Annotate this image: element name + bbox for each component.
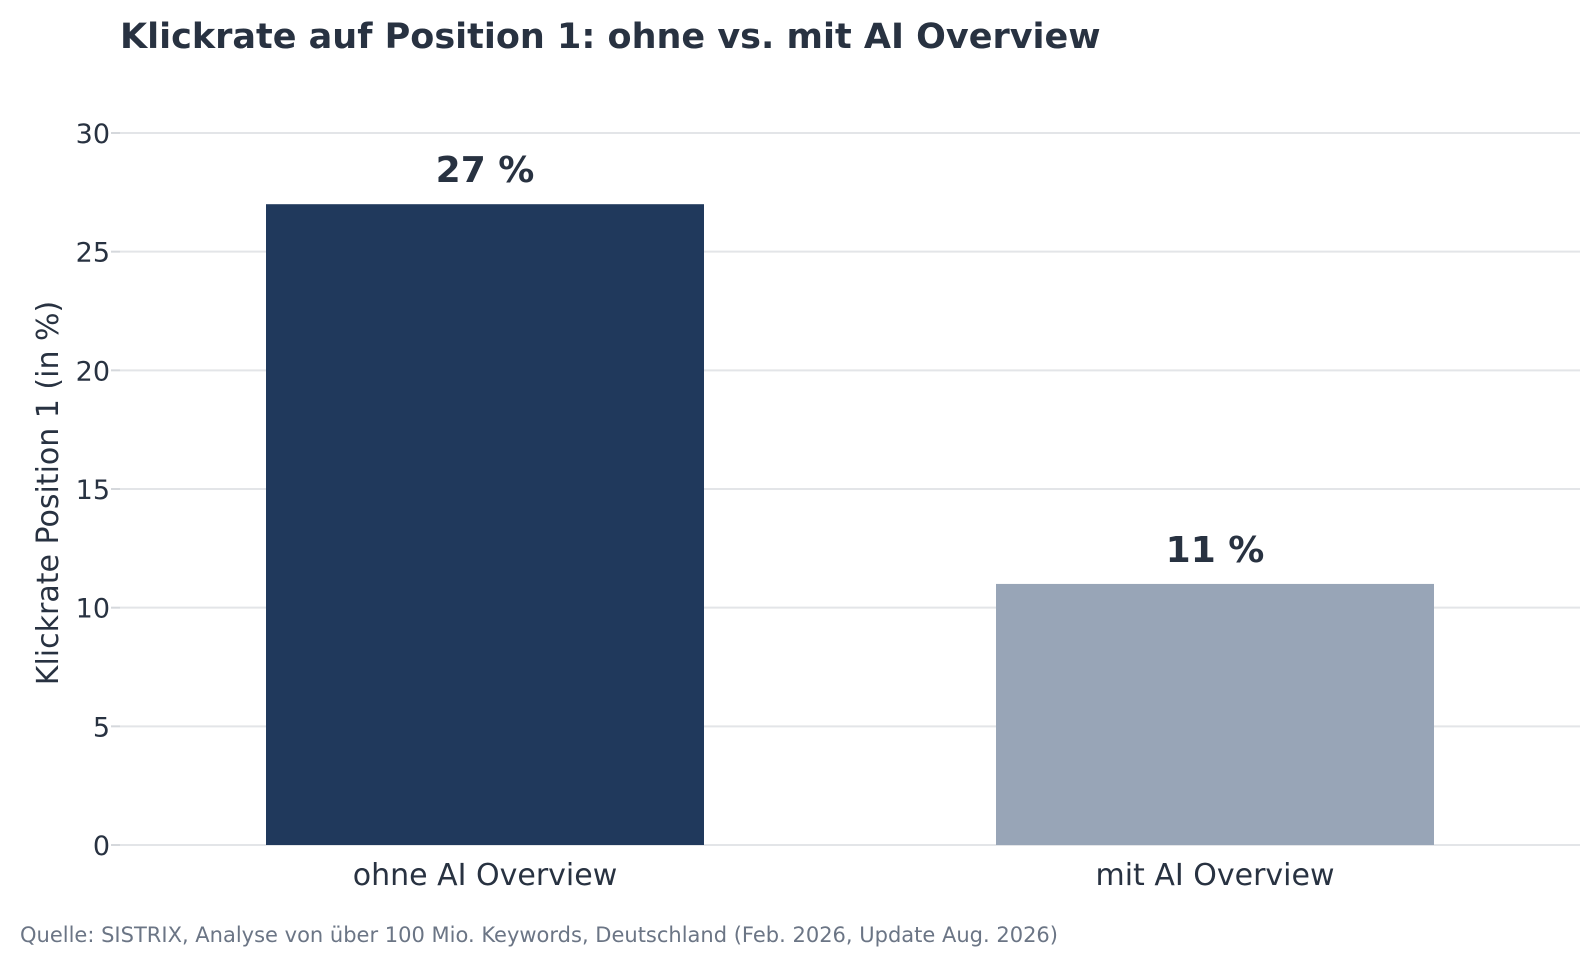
y-axis-title: Klickrate Position 1 (in %) — [31, 301, 66, 685]
chart-title: Klickrate auf Position 1: ohne vs. mit A… — [120, 17, 1101, 57]
y-tick-label: 0 — [93, 831, 110, 862]
bar — [266, 204, 704, 845]
source-note: Quelle: SISTRIX, Analyse von über 100 Mi… — [20, 923, 1058, 947]
bar — [996, 583, 1434, 845]
data-label: 11 % — [1166, 530, 1265, 571]
y-tick-label: 25 — [76, 238, 110, 269]
y-tick-label: 20 — [76, 356, 110, 387]
x-tick-label: ohne AI Overview — [353, 858, 618, 893]
y-tick-label: 15 — [76, 475, 110, 506]
bars — [266, 204, 1434, 845]
y-axis-ticks: 0 5 10 15 20 25 30 — [76, 119, 120, 862]
y-tick-label: 30 — [76, 119, 110, 150]
x-axis-ticks: ohne AI Overview mit AI Overview — [353, 858, 1335, 893]
y-tick-label: 5 — [93, 712, 110, 743]
data-labels: 27 % 11 % — [436, 150, 1265, 571]
x-tick-label: mit AI Overview — [1095, 858, 1334, 893]
data-label: 27 % — [436, 150, 535, 191]
y-tick-label: 10 — [76, 594, 110, 625]
